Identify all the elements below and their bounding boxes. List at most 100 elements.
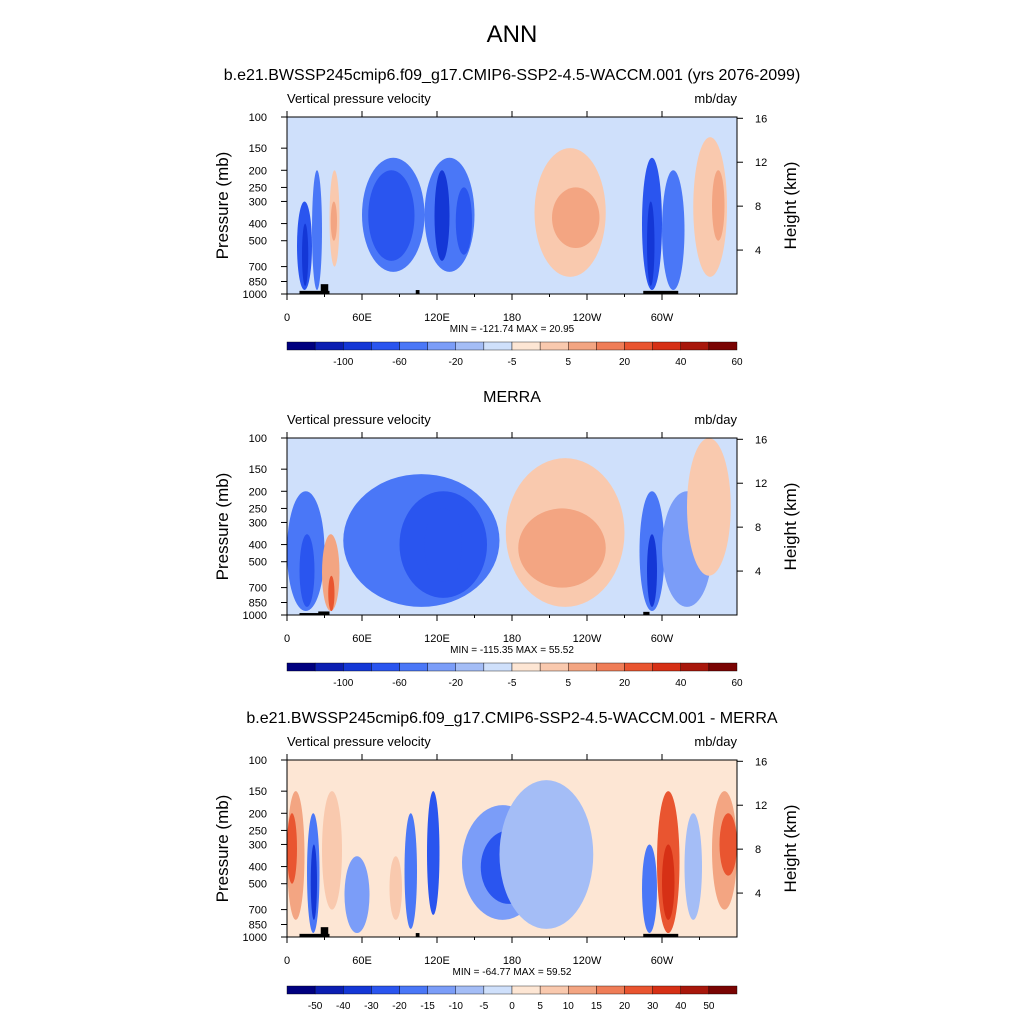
min-max-label: MIN = -115.35 MAX = 55.52 <box>450 645 574 656</box>
y-tick-label: 250 <box>249 182 267 194</box>
colorbar-box <box>652 341 681 351</box>
colorbar-label: 40 <box>675 357 687 368</box>
panel-3: b.e21.BWSSP245cmip6.f09_g17.CMIP6-SSP2-4… <box>213 710 800 1012</box>
colorbar-label: 40 <box>675 678 687 689</box>
colorbar-box <box>568 662 597 672</box>
y-tick-label: 200 <box>249 808 267 820</box>
colorbar-label: -10 <box>449 1001 464 1012</box>
page-title: ANN <box>486 21 538 48</box>
y-tick-label: 400 <box>249 540 267 552</box>
land-mask-3 <box>415 933 420 937</box>
y-tick-label: 700 <box>249 905 267 917</box>
x-tick-label: 180 <box>503 633 521 645</box>
panel-title: b.e21.BWSSP245cmip6.f09_g17.CMIP6-SSP2-4… <box>246 710 778 727</box>
y2-tick-label: 16 <box>755 113 767 125</box>
colorbar-label: 15 <box>591 1001 603 1012</box>
colorbar-box <box>427 985 456 995</box>
land-mask-3 <box>415 290 420 294</box>
contour-cell-3 <box>322 534 340 612</box>
y-tick-label: 150 <box>249 143 267 155</box>
colorbar-label: -100 <box>333 678 353 689</box>
contour-cell-20 <box>719 813 737 876</box>
contour-cell-3 <box>312 170 322 291</box>
colorbar-label: 60 <box>731 678 743 689</box>
colorbar-box <box>455 341 485 351</box>
colorbar-box <box>371 662 400 672</box>
y2-axis-title: Height (km) <box>781 483 800 571</box>
y2-tick-label: 12 <box>755 478 767 490</box>
right-string: mb/day <box>694 412 737 427</box>
colorbar-box <box>539 662 569 672</box>
y-tick-label: 500 <box>249 879 267 891</box>
colorbar-box <box>511 985 541 995</box>
land-mask-2 <box>320 927 329 937</box>
x-tick-label: 0 <box>284 312 290 324</box>
colorbar-box <box>539 985 569 995</box>
contour-cell-10 <box>442 844 455 929</box>
y-tick-label: 400 <box>249 219 267 231</box>
colorbar-label: 50 <box>703 1001 715 1012</box>
y-tick-label: 150 <box>249 464 267 476</box>
land-mask-3 <box>643 611 650 615</box>
contour-cell-4 <box>310 844 317 920</box>
contour-cell-5 <box>330 201 337 241</box>
x-tick-label: 60W <box>651 955 674 967</box>
colorbar-label: -30 <box>364 1001 379 1012</box>
y2-tick-label: 8 <box>755 201 761 213</box>
colorbar-box <box>680 662 710 672</box>
colorbar-box <box>314 341 344 351</box>
colorbar-box <box>568 341 597 351</box>
right-string: mb/day <box>694 91 737 106</box>
y2-tick-label: 8 <box>755 522 761 534</box>
x-tick-label: 120E <box>424 633 450 645</box>
y-tick-label: 850 <box>249 920 267 932</box>
panel-1: b.e21.BWSSP245cmip6.f09_g17.CMIP6-SSP2-4… <box>213 67 800 368</box>
x-tick-label: 180 <box>503 955 521 967</box>
colorbar-box <box>399 662 428 672</box>
colorbar-box <box>483 341 513 351</box>
colorbar-box <box>652 662 681 672</box>
y-tick-label: 700 <box>249 262 267 274</box>
colorbar-box <box>399 341 428 351</box>
y-tick-label: 400 <box>249 862 267 874</box>
contour-cell-2 <box>299 534 315 607</box>
y2-tick-label: 12 <box>755 157 767 169</box>
y-tick-label: 300 <box>249 839 267 851</box>
colorbar-box <box>624 341 653 351</box>
colorbar-box <box>568 985 597 995</box>
y-tick-label: 850 <box>249 598 267 610</box>
x-tick-label: 0 <box>284 955 290 967</box>
colorbar-box <box>343 341 372 351</box>
y-tick-label: 300 <box>249 196 267 208</box>
y-tick-label: 1000 <box>243 932 267 944</box>
colorbar-box <box>680 341 710 351</box>
colorbar-box <box>708 985 738 995</box>
contour-cell-7 <box>368 170 415 261</box>
colorbar-box <box>680 985 710 995</box>
colorbar-label: 20 <box>619 357 631 368</box>
colorbar-label: -20 <box>449 678 464 689</box>
colorbar-label: 5 <box>537 1001 543 1012</box>
colorbar-label: 0 <box>509 1001 515 1012</box>
contour-cell-2 <box>287 813 297 884</box>
colorbar-box <box>596 985 625 995</box>
colorbar-box <box>624 662 653 672</box>
contour-cell-14 <box>647 201 655 286</box>
min-max-label: MIN = -64.77 MAX = 59.52 <box>453 967 572 978</box>
y-tick-label: 200 <box>249 486 267 498</box>
y-axis-title: Pressure (mb) <box>213 473 232 581</box>
colorbar-box <box>371 341 400 351</box>
land-mask-4 <box>643 933 679 937</box>
colorbar-box <box>483 662 513 672</box>
y2-tick-label: 16 <box>755 434 767 446</box>
y-tick-label: 100 <box>249 433 267 445</box>
colorbar-box <box>314 985 344 995</box>
contour-cell-6 <box>344 856 370 934</box>
land-mask-1 <box>299 290 330 294</box>
y2-axis-title: Height (km) <box>781 162 800 250</box>
contour-cell-4 <box>328 575 335 612</box>
colorbar-box <box>483 985 513 995</box>
y-tick-label: 150 <box>249 786 267 798</box>
contour-cell-13 <box>687 438 731 576</box>
